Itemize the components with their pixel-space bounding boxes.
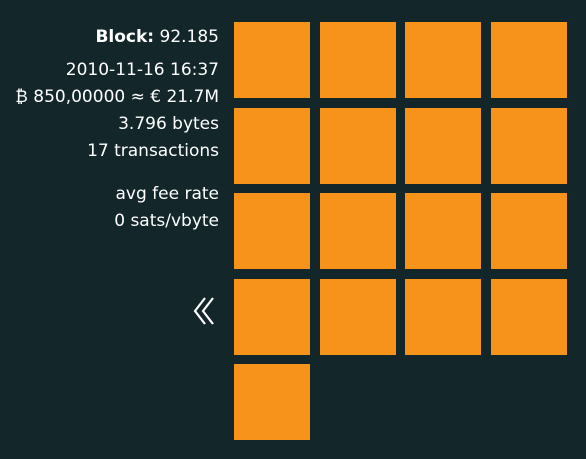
fee-rate-label: avg fee rate <box>115 184 219 204</box>
transaction-square[interactable] <box>234 108 310 184</box>
transaction-grid <box>234 22 586 442</box>
block-height-row: Block: 92.185 <box>15 24 219 51</box>
transaction-square[interactable] <box>405 22 481 98</box>
back-button[interactable] <box>190 294 218 328</box>
transaction-square[interactable] <box>405 108 481 184</box>
block-tx-count: 17 transactions <box>87 141 219 161</box>
transaction-square[interactable] <box>491 279 567 355</box>
transaction-square[interactable] <box>320 22 396 98</box>
transaction-square[interactable] <box>320 193 396 269</box>
block-value: ₿ 850,00000 ≈ € 21.7M <box>15 87 219 107</box>
transaction-square[interactable] <box>234 22 310 98</box>
transaction-square[interactable] <box>491 193 567 269</box>
block-timestamp: 2010-11-16 16:37 <box>65 60 219 80</box>
fee-rate-value: 0 sats/vbyte <box>114 211 219 231</box>
block-info: Block: 92.185 2010-11-16 16:37 ₿ 850,000… <box>15 24 219 235</box>
transaction-square[interactable] <box>405 193 481 269</box>
transaction-square[interactable] <box>234 193 310 269</box>
transaction-square[interactable] <box>234 279 310 355</box>
block-height: 92.185 <box>159 27 219 47</box>
transaction-square[interactable] <box>491 22 567 98</box>
block-size: 3.796 bytes <box>118 114 219 134</box>
transaction-square[interactable] <box>320 108 396 184</box>
chevron-left-icon <box>193 297 214 325</box>
transaction-square[interactable] <box>405 279 481 355</box>
transaction-square[interactable] <box>234 364 310 440</box>
transaction-square[interactable] <box>320 279 396 355</box>
transaction-square[interactable] <box>491 108 567 184</box>
block-label: Block: <box>95 27 155 47</box>
